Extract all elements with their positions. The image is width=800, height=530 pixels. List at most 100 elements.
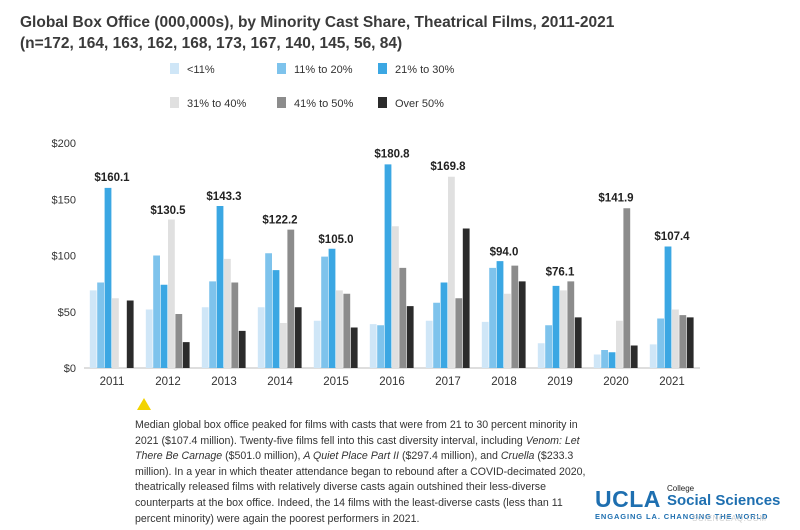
bar-2014-1	[265, 253, 272, 368]
y-tick-label-1: $50	[58, 307, 76, 319]
bar-2016-0	[369, 324, 377, 368]
bar-2011-5	[126, 300, 134, 368]
legend-swatch-0	[170, 63, 179, 74]
x-tick-label-2018: 2018	[491, 376, 517, 388]
x-tick-label-2013: 2013	[211, 376, 237, 388]
bar-2012-0	[145, 309, 153, 368]
bar-2015-3	[336, 290, 343, 368]
bar-2011-2	[104, 187, 112, 368]
legend-label-3: 31% to 40%	[187, 98, 247, 110]
bar-2019-4	[567, 281, 575, 368]
bar-2014-3	[280, 323, 287, 368]
caption-part-1: Median global box office peaked for film…	[135, 419, 578, 447]
bar-2011-3	[112, 298, 119, 368]
y-tick-label-3: $150	[52, 194, 76, 206]
caption-film-3: Cruella	[500, 450, 535, 463]
bar-2012-1	[153, 255, 160, 368]
bar-2020-1	[601, 350, 608, 368]
bar-2018-4	[511, 265, 519, 368]
y-tick-label-4: $200	[52, 138, 76, 150]
legend-label-0: <11%	[187, 64, 215, 76]
watermark: SCIENCEAQ.COM	[692, 514, 767, 523]
data-label-2020: $141.9	[598, 192, 633, 204]
bar-2013-4	[231, 282, 239, 368]
bar-2012-5	[182, 342, 190, 368]
bar-2020-0	[593, 354, 601, 368]
legend-swatch-2	[378, 63, 387, 74]
bar-2015-2	[328, 248, 336, 368]
legend-label-5: Over 50%	[395, 98, 444, 110]
bar-2018-3	[504, 293, 511, 368]
triangle-marker-icon	[137, 398, 151, 410]
bar-2014-4	[287, 229, 295, 368]
bar-2017-4	[455, 298, 463, 368]
bar-2011-1	[97, 282, 104, 368]
logo-tagline: ENGAGING LA. CHANGING THE WORLD	[595, 512, 769, 521]
legend-swatch-4	[277, 97, 286, 108]
bar-2017-0	[425, 320, 433, 368]
data-label-2018: $94.0	[490, 246, 519, 258]
logo-name: Social Sciences	[667, 492, 781, 509]
y-tick-label-2: $100	[52, 251, 76, 263]
x-tick-label-2014: 2014	[267, 376, 293, 388]
caption-film-2: A Quiet Place Part II	[303, 450, 400, 463]
data-label-2017: $169.8	[430, 161, 466, 173]
bar-2014-0	[257, 307, 265, 368]
bar-2021-3	[672, 309, 679, 368]
chart-title: Global Box Office (000,000s), by Minorit…	[20, 12, 780, 54]
logo-ucla: UCLA	[595, 486, 661, 512]
bar-2014-5	[294, 307, 302, 368]
data-label-2019: $76.1	[546, 266, 575, 278]
legend-swatch-5	[378, 97, 387, 108]
chart-title-text: Global Box Office (000,000s), by Minorit…	[20, 14, 615, 31]
x-tick-label-2016: 2016	[379, 376, 405, 388]
legend-label-2: 21% to 30%	[395, 64, 455, 76]
legend-swatch-1	[277, 63, 286, 74]
bar-2017-3	[448, 176, 455, 368]
bar-2017-2	[440, 282, 448, 368]
caption-part-4: ($233.3 million). In a year in which the…	[135, 450, 586, 525]
bar-2016-5	[406, 306, 414, 368]
bar-2018-5	[518, 281, 526, 368]
bar-2019-3	[560, 290, 567, 368]
x-tick-label-2012: 2012	[155, 376, 181, 388]
bar-2017-5	[462, 228, 470, 368]
caption-part-3: ($297.4 million), and	[399, 450, 501, 463]
bar-2013-1	[209, 281, 216, 368]
x-tick-label-2019: 2019	[547, 376, 573, 388]
x-tick-label-2015: 2015	[323, 376, 349, 388]
bar-2021-4	[679, 315, 687, 368]
x-tick-label-2021: 2021	[659, 376, 685, 388]
bar-2013-2	[216, 206, 224, 368]
data-label-2016: $180.8	[374, 149, 410, 161]
y-tick-label-0: $0	[64, 363, 76, 375]
bar-2018-0	[481, 321, 489, 368]
data-label-2012: $130.5	[150, 205, 186, 217]
bar-2019-0	[537, 343, 545, 368]
data-label-2015: $105.0	[318, 234, 353, 246]
legend-label-1: 11% to 20%	[294, 64, 353, 76]
ucla-social-sciences-logo: UCLA College Social Sciences ENGAGING LA…	[595, 484, 795, 524]
data-label-2021: $107.4	[654, 231, 690, 243]
bar-2013-0	[201, 307, 209, 368]
bar-2017-1	[433, 302, 440, 368]
legend-label-4: 41% to 50%	[294, 98, 354, 110]
bar-chart: <11% 11% to 20% 21% to 30% 31% to 40% 41% to…	[52, 63, 700, 388]
chart-subtitle: (n=172, 164, 163, 162, 168, 173, 167, 14…	[20, 35, 403, 52]
logo-college: College	[667, 484, 695, 493]
x-tick-label-2017: 2017	[435, 376, 461, 388]
bar-2016-1	[377, 325, 384, 368]
x-tick-label-2011: 2011	[100, 376, 125, 388]
bar-2014-2	[272, 270, 280, 368]
bar-2013-5	[238, 330, 246, 368]
bar-2020-4	[623, 208, 631, 368]
bar-2020-3	[616, 320, 623, 368]
data-label-2011: $160.1	[94, 172, 130, 184]
caption-film-1: Venom: Let There Be Carnage	[135, 434, 580, 463]
data-label-2014: $122.2	[262, 215, 297, 227]
bar-2021-2	[664, 246, 672, 368]
bar-2021-0	[649, 344, 657, 368]
data-label-2013: $143.3	[206, 191, 241, 203]
bar-2016-3	[392, 226, 399, 368]
chart-caption: Median global box office peaked for film…	[135, 418, 595, 527]
